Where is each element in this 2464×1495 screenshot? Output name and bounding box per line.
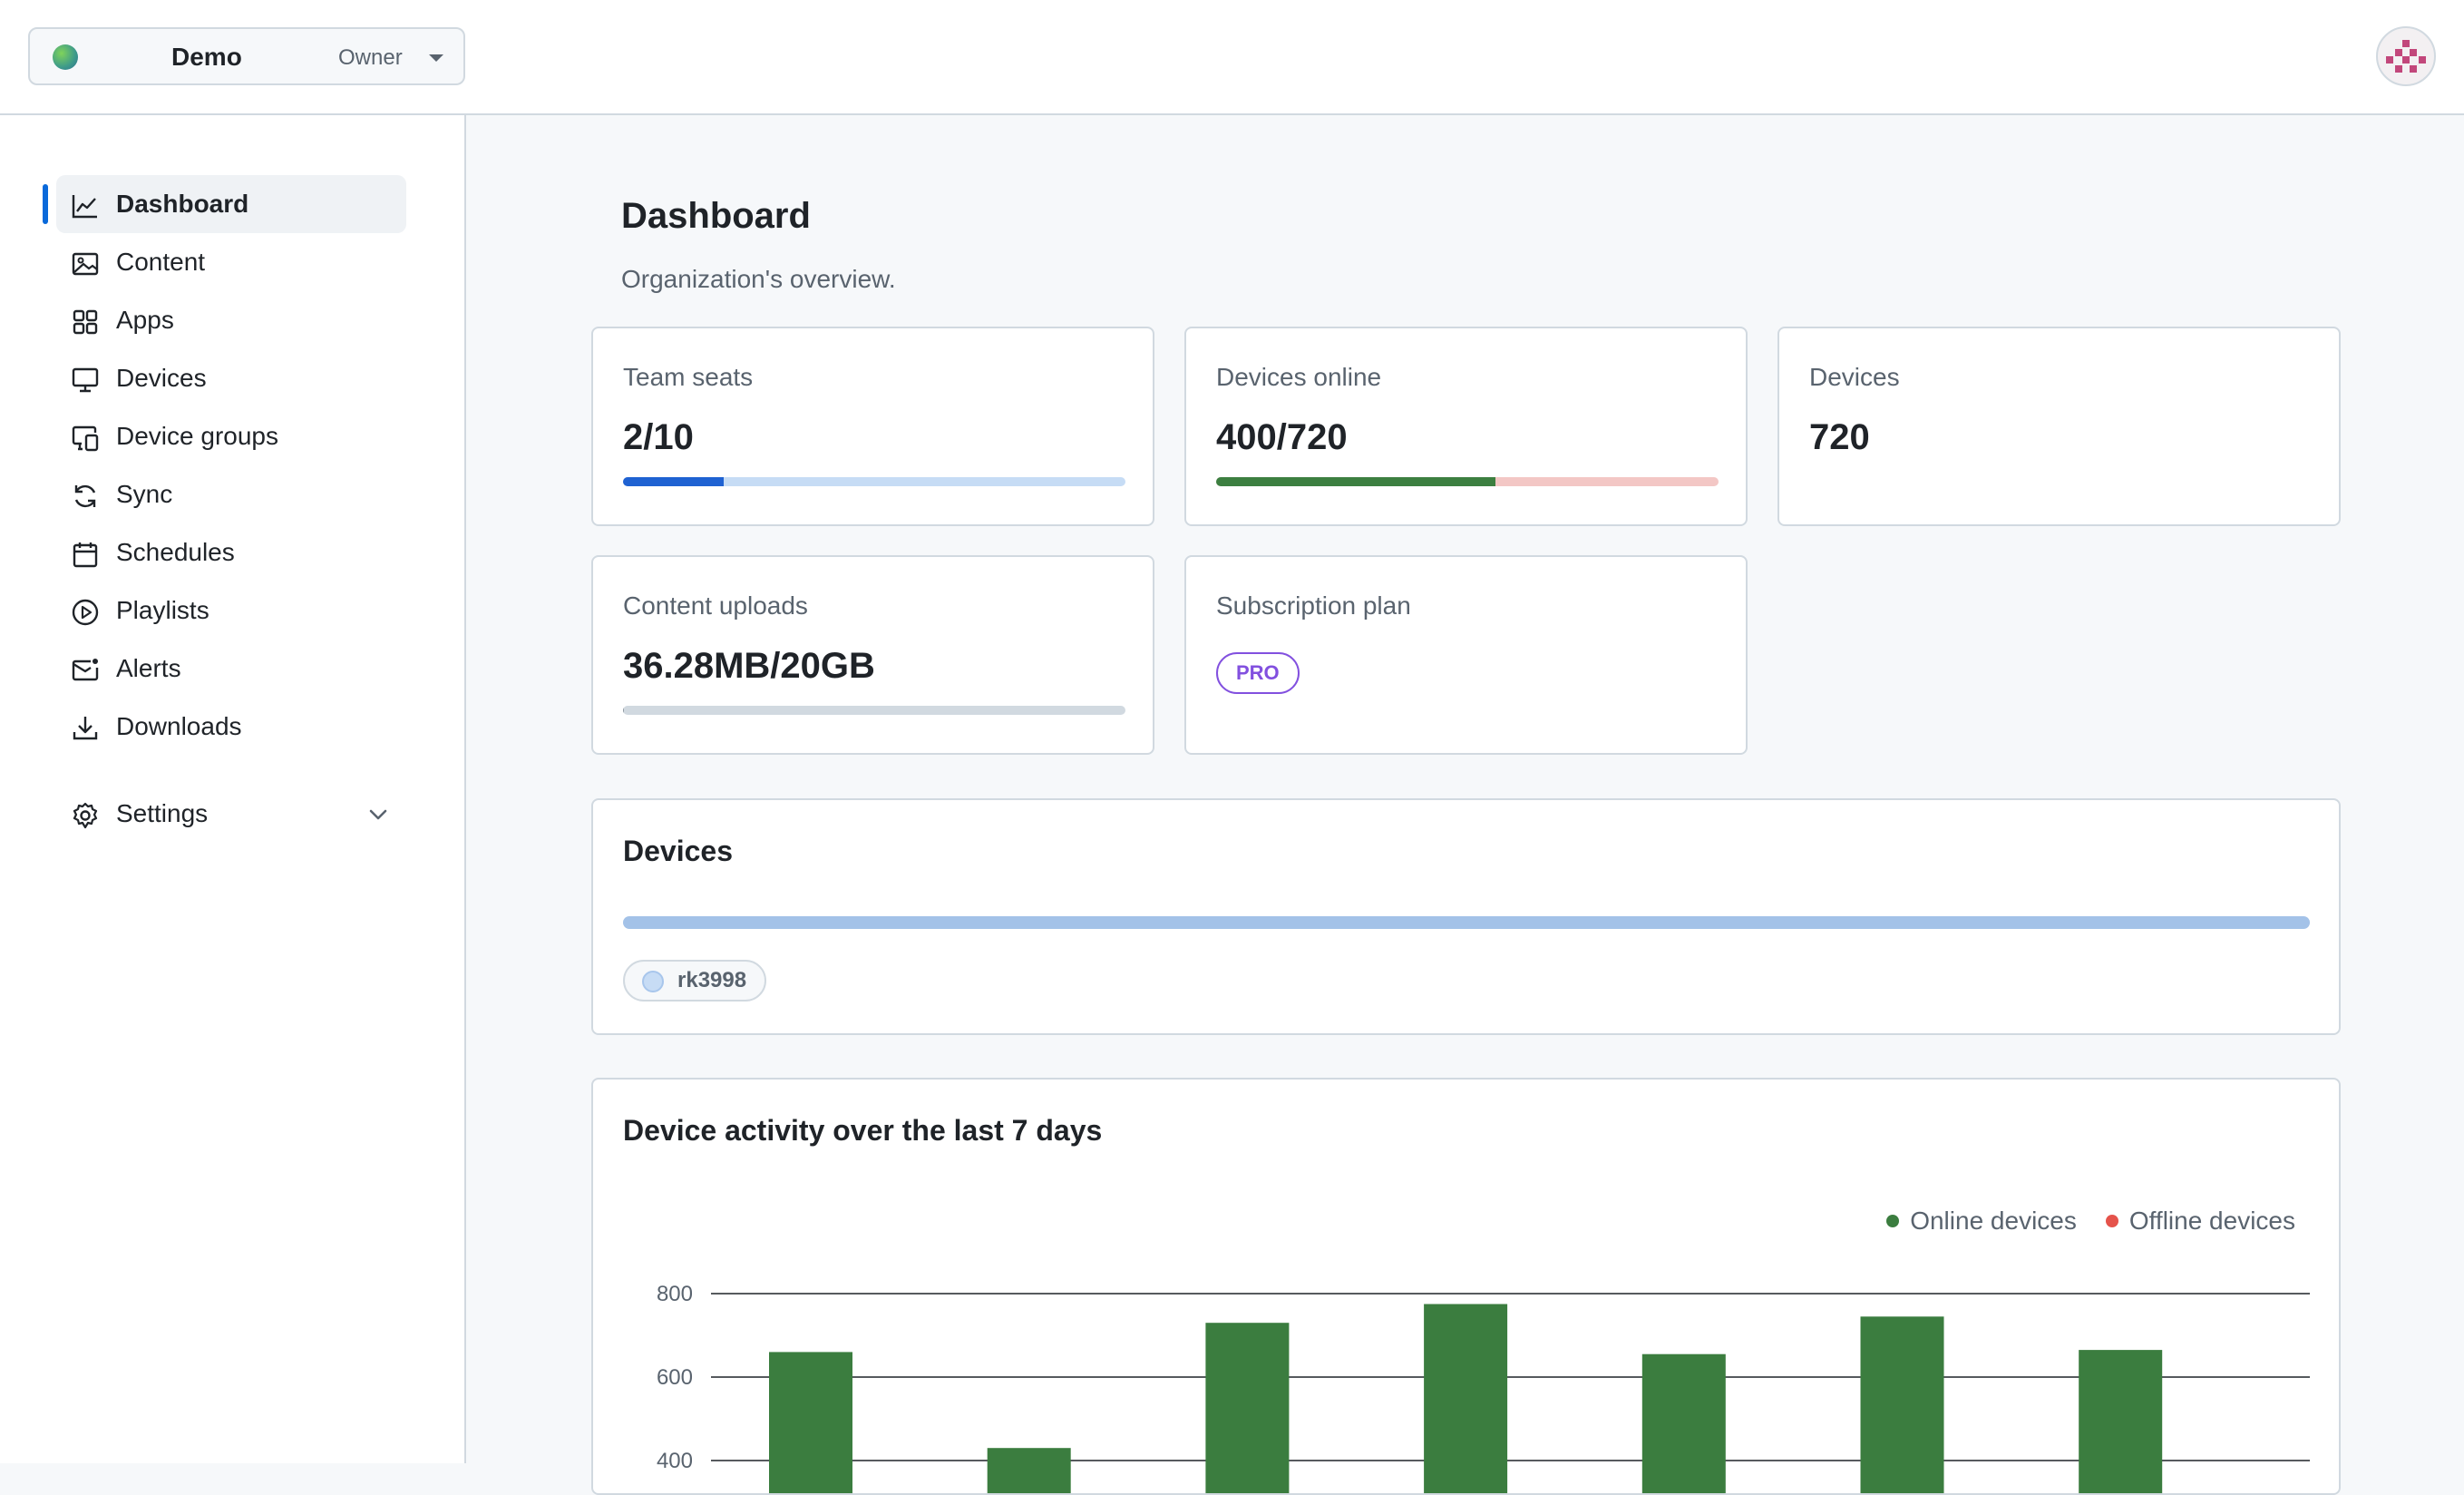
device-groups-icon (72, 425, 99, 452)
sidebar-item-alerts[interactable]: Alerts (56, 640, 406, 698)
page-subtitle: Organization's overview. (621, 265, 896, 293)
bar-online-devices[interactable] (1424, 1304, 1508, 1494)
sidebar-item-label: Dashboard (116, 190, 249, 218)
legend-item-online[interactable]: Online devices (1886, 1207, 2077, 1236)
sidebar-item-label: Content (116, 248, 206, 276)
sidebar-item-label: Devices (116, 364, 207, 392)
devices-online-value: 400/720 (1216, 417, 1348, 457)
device-chip[interactable]: rk3998 (623, 960, 767, 1002)
sidebar-item-downloads[interactable]: Downloads (56, 698, 406, 756)
content-uploads-value: 36.28MB/20GB (623, 646, 875, 686)
bar-online-devices[interactable] (2079, 1350, 2163, 1493)
content-uploads-progress-fill (623, 706, 625, 715)
y-tick-label: 400 (657, 1449, 693, 1473)
team-seats-value: 2/10 (623, 417, 694, 457)
device-chip-label: rk3998 (677, 968, 747, 992)
activity-title: Device activity over the last 7 days (623, 1114, 1103, 1147)
bar-online-devices[interactable] (1641, 1353, 1726, 1493)
bar-online-devices[interactable] (987, 1448, 1071, 1493)
sidebar-item-content[interactable]: Content (56, 233, 406, 291)
chart-legend: Online devices Offline devices (1886, 1207, 2295, 1236)
sidebar-item-apps[interactable]: Apps (56, 291, 406, 349)
devices-count-card: Devices 720 (1777, 327, 2341, 526)
subscription-label: Subscription plan (1216, 591, 1411, 620)
chevron-down-icon[interactable] (365, 801, 392, 828)
org-switcher[interactable]: Demo Owner (28, 27, 465, 85)
devices-section-title: Devices (623, 835, 733, 867)
content-uploads-progress (623, 706, 1125, 715)
sidebar-item-label: Apps (116, 306, 174, 334)
devices-distribution-bar (623, 916, 2310, 929)
sidebar-item-settings[interactable]: Settings (56, 785, 406, 843)
calendar-icon (73, 542, 98, 568)
plan-badge: PRO (1216, 652, 1300, 694)
sidebar-item-schedules[interactable]: Schedules (56, 523, 406, 581)
legend-item-offline[interactable]: Offline devices (2105, 1207, 2295, 1236)
bar-online-devices[interactable] (1205, 1323, 1290, 1493)
page-title: Dashboard (621, 196, 811, 236)
legend-label-offline: Offline devices (2128, 1207, 2295, 1235)
download-icon (73, 717, 98, 740)
bar-online-devices[interactable] (1860, 1316, 1944, 1493)
legend-label-online: Online devices (1910, 1207, 2077, 1235)
content-uploads-label: Content uploads (623, 591, 808, 620)
devices-online-progress-fill (1216, 477, 1496, 486)
org-logo-icon (53, 44, 78, 70)
subscription-card: Subscription plan PRO (1184, 555, 1748, 755)
team-seats-label: Team seats (623, 363, 754, 391)
activity-bar-chart: 800 600 400 (657, 1282, 2310, 1494)
devices-count-label: Devices (1809, 363, 1900, 391)
active-indicator (43, 184, 48, 224)
monitor-icon (72, 367, 99, 393)
top-bar: Demo Owner (0, 0, 2464, 115)
sidebar-item-label: Schedules (116, 538, 235, 566)
apps-grid-icon (73, 309, 98, 335)
sidebar-item-label: Settings (116, 799, 209, 827)
activity-card: Device activity over the last 7 days Onl… (591, 1078, 2341, 1495)
sidebar-item-label: Sync (116, 480, 173, 508)
sidebar-item-sync[interactable]: Sync (56, 465, 406, 523)
sidebar-item-label: Alerts (116, 654, 181, 682)
sync-icon (74, 484, 96, 508)
play-circle-icon (72, 599, 99, 626)
sidebar-item-dashboard[interactable]: Dashboard (43, 175, 406, 233)
bar-online-devices[interactable] (769, 1352, 852, 1493)
legend-dot-offline (2105, 1215, 2118, 1227)
y-tick-label: 600 (657, 1365, 693, 1390)
org-name: Demo (171, 43, 242, 71)
sidebar-item-label: Playlists (116, 596, 209, 624)
devices-online-label: Devices online (1216, 363, 1382, 391)
devices-section: Devices rk3998 (591, 798, 2341, 1035)
mail-alert-icon (72, 659, 99, 681)
y-tick-label: 800 (657, 1282, 693, 1306)
devices-online-card: Devices online 400/720 (1184, 327, 1748, 526)
sidebar-item-playlists[interactable]: Playlists (56, 581, 406, 640)
content-uploads-card: Content uploads 36.28MB/20GB (591, 555, 1154, 755)
sidebar-item-label: Downloads (116, 712, 242, 740)
team-seats-card: Team seats 2/10 (591, 327, 1154, 526)
devices-online-progress (1216, 477, 1719, 486)
devices-count-value: 720 (1809, 417, 1870, 457)
caret-down-icon (429, 54, 443, 62)
team-seats-progress-fill (623, 477, 724, 486)
avatar[interactable] (2376, 26, 2436, 86)
sidebar-item-label: Device groups (116, 422, 278, 450)
team-seats-progress (623, 477, 1125, 486)
gear-icon (73, 802, 98, 829)
image-icon (72, 252, 99, 276)
sidebar-item-devices[interactable]: Devices (56, 349, 406, 407)
org-role: Owner (338, 45, 403, 70)
sidebar-item-device-groups[interactable]: Device groups (56, 407, 406, 465)
chart-line-icon (72, 195, 97, 219)
legend-dot-online (1886, 1215, 1900, 1227)
device-status-dot (642, 971, 664, 992)
sidebar: Dashboard Content Apps Devices Devic (0, 115, 466, 1463)
